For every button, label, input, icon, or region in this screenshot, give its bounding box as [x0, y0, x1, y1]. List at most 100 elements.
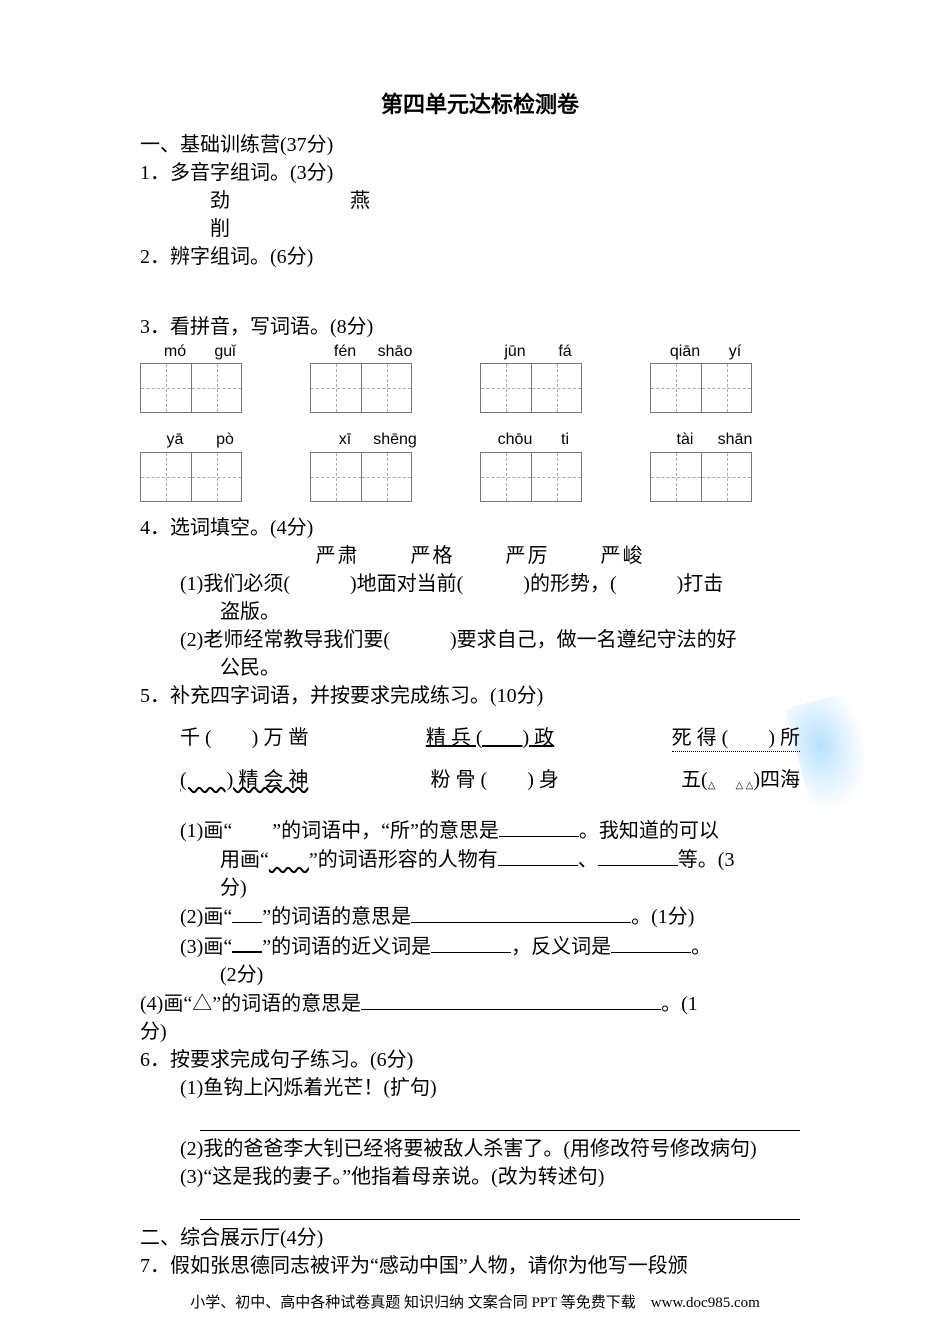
- pinyin: tài: [660, 429, 710, 451]
- idiom-part: )四海: [753, 769, 800, 791]
- text: 。(1分): [631, 906, 694, 928]
- answer-line[interactable]: [200, 1106, 800, 1131]
- triangle-mark: △ △: [735, 780, 753, 791]
- q4-words: 严肃 严格 严厉 严峻: [140, 542, 820, 570]
- blank[interactable]: [498, 845, 578, 866]
- answer-line[interactable]: [200, 1195, 800, 1220]
- page-title: 第四单元达标检测卷: [140, 90, 820, 121]
- q7-line: 7．假如张思德同志被评为“感动中国”人物，请你为他写一段颁: [140, 1252, 820, 1280]
- underline-mark: [232, 902, 262, 923]
- q1-char-c: 削: [210, 218, 230, 240]
- pinyin: shāo: [370, 341, 420, 363]
- q1-chars-row2: 削: [140, 215, 820, 243]
- q4-sub1-a: (1)我们必须( )地面对当前( )的形势，( )打击: [140, 570, 820, 598]
- blank[interactable]: [598, 845, 678, 866]
- pinyin: fén: [320, 341, 370, 363]
- char-box[interactable]: [650, 452, 752, 502]
- page: 第四单元达标检测卷 一、基础训练营(37分) 1．多音字组词。(3分) 劲 燕 …: [0, 0, 950, 1344]
- q4-sub2-a: (2)老师经常教导我们要( )要求自己，做一名遵纪守法的好: [140, 626, 820, 654]
- idiom-row-2: ( ) 精 会 神 粉 骨 ( ) 身 五(△ △ △)四海: [140, 766, 820, 794]
- q3-line: 3．看拼音，写词语。(8分): [140, 313, 820, 341]
- text: (4)画“△”的词语的意思是: [140, 993, 361, 1015]
- text: (2)画“: [180, 906, 232, 928]
- idiom-row-1: 千 ( ) 万 凿 精 兵 ( ) 政 死 得 ( ) 所: [140, 724, 820, 752]
- q6-sub3: (3)“这是我的妻子。”他指着母亲说。(改为转述句): [140, 1163, 820, 1191]
- triangle-mark: △: [708, 780, 716, 791]
- idiom: 粉 骨 ( ) 身: [431, 766, 559, 794]
- pinyin-grid-row-1: mó guǐ fén shāo jūn fá: [140, 341, 820, 413]
- blank[interactable]: [499, 816, 579, 837]
- idiom-wavy: ( ) 精 会 神: [180, 769, 308, 791]
- q6-line: 6．按要求完成句子练习。(6分): [140, 1046, 820, 1074]
- pinyin: xī: [320, 429, 370, 451]
- char-box[interactable]: [480, 363, 582, 413]
- pinyin: ti: [540, 429, 590, 451]
- idiom: ( ) 精 会 神: [180, 766, 308, 794]
- text: ”的词语的意思是: [262, 906, 411, 928]
- pinyin: pò: [200, 429, 250, 451]
- idiom: 死 得 ( ) 所: [672, 724, 800, 752]
- idiom: 五(△ △ △)四海: [681, 766, 800, 794]
- word-option: 严峻: [601, 545, 645, 567]
- idiom-part: [715, 769, 735, 791]
- blank[interactable]: [431, 932, 511, 953]
- pinyin: yí: [710, 341, 760, 363]
- word-option: 严格: [411, 545, 455, 567]
- blank[interactable]: [611, 932, 691, 953]
- blank[interactable]: [361, 989, 661, 1010]
- pinyin: shān: [710, 429, 760, 451]
- q5-sub1-line3: 分): [140, 874, 820, 902]
- q5-sub4-line1: (4)画“△”的词语的意思是 。(1: [140, 989, 820, 1018]
- text: 等。(3: [678, 849, 735, 871]
- q4-line: 4．选词填空。(4分): [140, 514, 820, 542]
- q5-sub4-line2: 分): [140, 1018, 820, 1046]
- text: 。: [691, 936, 711, 958]
- text: ”的词语的近义词是: [262, 936, 431, 958]
- text: 。(1: [661, 993, 698, 1015]
- q5-sub1-line1: (1)画“ ”的词语中，“所”的意思是 。我知道的可以: [140, 816, 820, 845]
- q4-sub2-b: 公民。: [140, 654, 820, 682]
- pinyin: yā: [150, 429, 200, 451]
- char-box[interactable]: [310, 363, 412, 413]
- q4-sub1-b: 盗版。: [140, 598, 820, 626]
- pinyin: shēng: [370, 429, 420, 451]
- char-box[interactable]: [650, 363, 752, 413]
- text: ”的词语形容的人物有: [309, 849, 498, 871]
- q1-char-b: 燕: [350, 190, 370, 212]
- footer: 小学、初中、高中各种试卷真题 知识归纳 文案合同 PPT 等免费下载 www.d…: [0, 1293, 950, 1314]
- pinyin: mó: [150, 341, 200, 363]
- char-box[interactable]: [140, 363, 242, 413]
- q5-sub2: (2)画“ ”的词语的意思是 。(1分): [140, 902, 820, 931]
- text: ，反义词是: [511, 936, 611, 958]
- q6-sub2: (2)我的爸爸李大钊已经将要被敌人杀害了。(用修改符号修改病句): [140, 1135, 820, 1163]
- idiom-underline: 精 兵 ( ) 政: [426, 727, 554, 749]
- wavy-mark: [269, 849, 309, 871]
- char-box[interactable]: [140, 452, 242, 502]
- q5-sub3-line1: (3)画“”的词语的近义词是，反义词是。: [140, 931, 820, 961]
- pinyin: jūn: [490, 341, 540, 363]
- pinyin: chōu: [490, 429, 540, 451]
- pinyin: qiān: [660, 341, 710, 363]
- q1-line: 1．多音字组词。(3分): [140, 159, 820, 187]
- pinyin-grid-row-2: yā pò xī shēng chōu ti: [140, 429, 820, 501]
- char-box[interactable]: [310, 452, 412, 502]
- idiom: 精 兵 ( ) 政: [426, 724, 554, 752]
- blank[interactable]: [411, 902, 631, 923]
- text: (1)画“ ”的词语中，“所”的意思是: [180, 820, 499, 842]
- char-box[interactable]: [480, 452, 582, 502]
- thick-underline-mark: [232, 931, 262, 953]
- text: 用画“: [220, 849, 269, 871]
- pinyin: fá: [540, 341, 590, 363]
- q1-char-a: 劲: [210, 190, 230, 212]
- word-option: 严肃: [316, 545, 360, 567]
- text: 、: [578, 849, 598, 871]
- q5-line: 5．补充四字词语，并按要求完成练习。(10分): [140, 682, 820, 710]
- q1-chars-row: 劲 燕: [140, 187, 820, 215]
- q2-line: 2．辨字组词。(6分): [140, 243, 820, 271]
- word-option: 严厉: [506, 545, 550, 567]
- idiom-part: 五(: [681, 769, 708, 791]
- text: 。我知道的可以: [579, 820, 719, 842]
- pinyin: guǐ: [200, 341, 250, 363]
- idiom-dotted: 死 得 ( ) 所: [672, 727, 800, 752]
- section-2-heading: 二、综合展示厅(4分): [140, 1224, 820, 1252]
